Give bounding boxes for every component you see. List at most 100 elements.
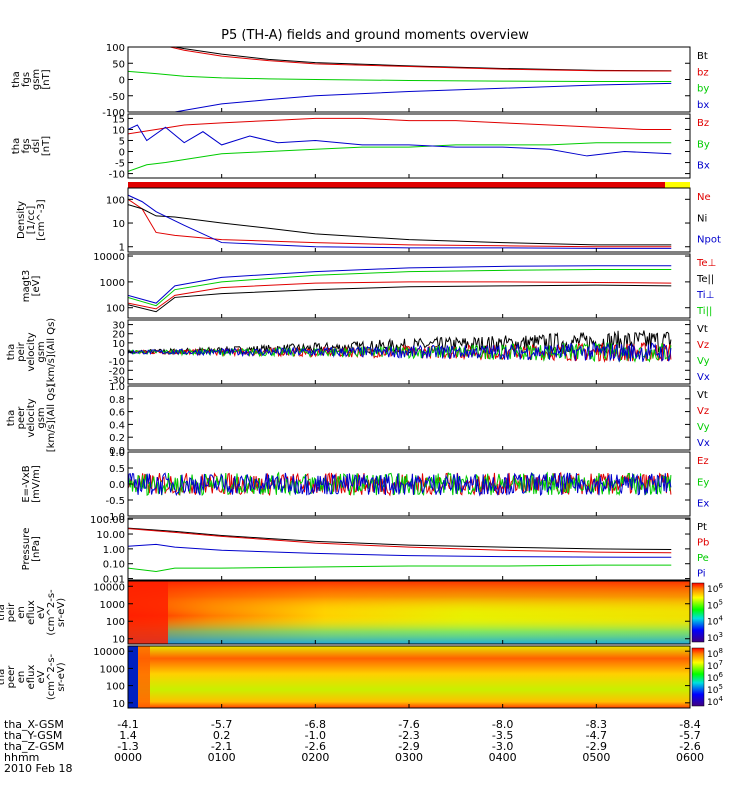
spectrogram-p10 [128, 646, 690, 708]
series-p8-Pi [128, 543, 672, 558]
series-p3-Ne [128, 198, 672, 248]
y-axis-label-line: [mV/m] [31, 465, 42, 503]
colorbar-p9 [691, 582, 705, 643]
ephemeris-value: -8.3 [585, 718, 608, 731]
ephemeris-value: 0500 [582, 751, 611, 764]
y-axis-label-line: sr-eV) [56, 598, 67, 627]
y-axis-label-line: Density [16, 201, 27, 239]
series-p5-Vx [128, 341, 672, 363]
y-axis-label-line: dsl [31, 139, 42, 153]
panel-p6: Vt Vz Vy Vx 1.0 0.8 0.60.4 0.2 0.0 tha peer velocit… [6, 382, 710, 457]
legend-entry: Pe [697, 553, 709, 564]
y-tick-label: 30 [112, 321, 125, 332]
series-p2-Bz [128, 117, 672, 135]
y-tick-label: 0.5 [109, 464, 125, 475]
y-tick-label: 0.10 [103, 560, 125, 571]
series-p4-Ti|| [128, 269, 672, 307]
ephemeris-value: -4.7 [585, 729, 608, 742]
ephemeris-value: -2.6 [679, 740, 701, 753]
ephemeris-value: -8.0 [491, 718, 514, 731]
y-tick-label: -0.5 [105, 496, 125, 507]
y-axis-label-line: gsm [36, 341, 47, 362]
y-axis-label-line: gsm [31, 69, 42, 90]
y-tick-label: 10 [112, 125, 125, 136]
series-p8-Pe [128, 564, 672, 572]
y-axis-label-line: [km/s](All Qs) [46, 384, 57, 452]
y-tick-label: 100 [106, 682, 125, 693]
series-p1-by [128, 70, 672, 82]
panel-frame [127, 253, 691, 319]
y-axis-label-line: eV [36, 670, 47, 683]
ephemeris-value: -2.6 [304, 740, 327, 753]
ephemeris-value: -3.0 [491, 740, 514, 753]
ephemeris-value: -2.3 [398, 729, 420, 742]
series-p3-Npot [128, 194, 672, 249]
legend-entry: Te⊥ [696, 258, 716, 269]
ephemeris-value: 0400 [488, 751, 517, 764]
y-axis-label-line: velocity [26, 398, 37, 437]
y-tick-label: 10.00 [96, 530, 125, 541]
ephemeris-value: -1.3 [117, 740, 139, 753]
legend-entry: Ex [697, 499, 709, 510]
series-p2-Bx [128, 124, 672, 157]
legend-entry: Pi [697, 569, 706, 580]
ephemeris-value: 0600 [676, 751, 704, 764]
y-axis-label-line: E=-VxB [21, 465, 32, 502]
colorbar-tick-label: 104 [707, 695, 723, 708]
y-axis-label-line: tha [6, 410, 17, 426]
legend-entry: Npot [697, 235, 721, 246]
ephemeris-value: -5.7 [210, 718, 233, 731]
y-axis-label-line: tha [11, 138, 22, 154]
panel-p1: Bt bz by bx 100 50 0 -50 -100 tha fgs gsm [nT] [11, 43, 709, 119]
y-axis-label-line: tha [11, 71, 22, 87]
y-tick-label: 1000 [100, 664, 125, 675]
y-axis-label-line: sr-eV) [56, 662, 67, 691]
y-axis-label: tha peer velocity gsm [km/s](All Qs) [6, 384, 57, 452]
legend-entry: bz [697, 67, 709, 78]
series-p4-Te⊥ [128, 281, 672, 310]
y-tick-label: -10 [109, 170, 125, 181]
ephemeris-value: -2.1 [210, 740, 233, 753]
y-axis-label: Density [1/cc] [cm^-3] [16, 199, 47, 240]
panel-p7: Ez Ey Ex 1.0 0.5 0.0 -0.5 -1.0 E=-VxB [mV/m] [21, 448, 709, 523]
y-axis-label-line: [eV] [31, 276, 42, 297]
y-axis-label-line: peir [16, 341, 27, 361]
y-tick-label: 10000 [93, 582, 125, 593]
y-tick-label: -20 [109, 366, 125, 377]
spectrogram-overlay [128, 581, 690, 644]
y-axis-label-line: [cm^-3] [36, 199, 47, 240]
y-tick-label: 10 [112, 339, 125, 350]
y-tick-label: 1000 [100, 278, 125, 289]
y-tick-label: 0.0 [109, 446, 125, 457]
y-tick-label: 10000 [93, 252, 125, 263]
panel-p9: 106 105 104 103 10000 1000 100 10 tha peir en eflux… [0, 580, 723, 646]
y-tick-label: 1.0 [109, 382, 125, 393]
panel-p8: Pt Pb Pe Pi 100.00 10.00 1.00 0.10 0.01 Pressure[… [21, 515, 709, 585]
y-tick-label: 0 [119, 76, 125, 87]
legend-entry: Ey [697, 477, 709, 488]
legend-entry: Vy [697, 422, 710, 433]
colorbar-p10 [691, 647, 705, 707]
ephemeris-value: 0300 [395, 751, 423, 764]
y-axis-label-line: fgs [21, 72, 32, 87]
ephemeris-value: 0200 [301, 751, 330, 764]
y-axis-label-line: gsm [36, 407, 47, 428]
y-tick-label: 0 [119, 148, 125, 159]
y-axis-label: magt3 [eV] [21, 270, 42, 303]
y-tick-label: 10 [112, 699, 125, 710]
y-axis-label-line: [nPa] [31, 536, 42, 562]
colorbar-tick-label: 104 [707, 615, 723, 628]
ephemeris-value: -5.7 [679, 729, 701, 742]
legend-entry: Ne [697, 192, 711, 203]
y-axis-label: tha fgs dsl [nT] [11, 136, 52, 156]
legend-entry: Vx [697, 438, 710, 449]
spectrogram-onset [128, 646, 138, 708]
y-axis-label-line: eflux [26, 600, 37, 625]
y-axis-label-line: tha [6, 344, 17, 360]
y-tick-label: 1 [119, 243, 125, 254]
